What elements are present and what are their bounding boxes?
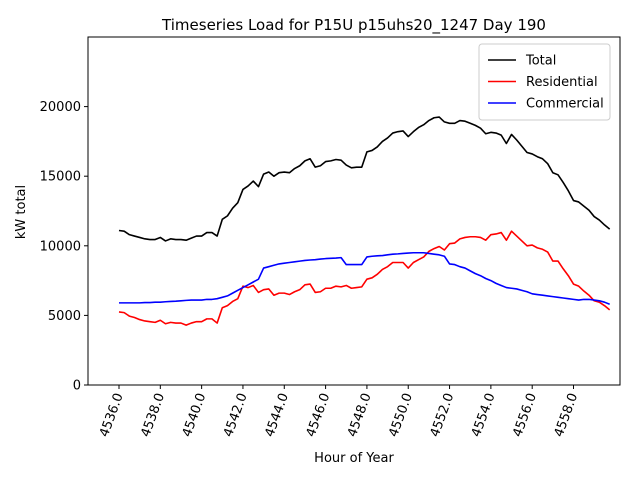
series-lines: [118, 116, 611, 326]
y-tick-label: 15000: [40, 170, 81, 185]
x-tick-label: 4558.0: [552, 391, 582, 439]
series-line-total: [118, 116, 611, 242]
x-tick-label: 4556.0: [510, 391, 540, 439]
y-tick-label: 10000: [40, 239, 81, 254]
y-axis-label: kW total: [14, 185, 29, 239]
x-tick-label: 4546.0: [304, 391, 334, 439]
legend-label-total: Total: [525, 54, 556, 69]
x-tick-label: 4538.0: [138, 391, 168, 439]
x-tick-label: 4548.0: [345, 391, 375, 439]
series-line-residential: [118, 230, 611, 326]
legend: Total Residential Commercial: [478, 43, 611, 121]
x-tick-label: 4542.0: [221, 391, 251, 439]
series-line-commercial: [118, 251, 610, 306]
plot-frame: [87, 36, 621, 386]
y-tick-label: 0: [73, 379, 81, 394]
y-tick-label: 5000: [48, 309, 81, 324]
legend-label-residential: Residential: [526, 75, 598, 90]
x-tick-label: 4552.0: [428, 391, 458, 439]
y-tick-label: 20000: [40, 100, 81, 115]
x-tick-label: 4544.0: [262, 391, 292, 439]
x-axis-label: Hour of Year: [314, 451, 394, 466]
x-tick-label: 4550.0: [386, 391, 416, 439]
x-tick-label: 4536.0: [97, 391, 127, 439]
x-tick-label: 4540.0: [180, 391, 210, 439]
legend-label-commercial: Commercial: [526, 97, 604, 112]
legend-box: [478, 43, 611, 121]
x-tick-label: 4554.0: [469, 391, 499, 439]
chart-title: Timeseries Load for P15U p15uhs20_1247 D…: [161, 16, 546, 35]
